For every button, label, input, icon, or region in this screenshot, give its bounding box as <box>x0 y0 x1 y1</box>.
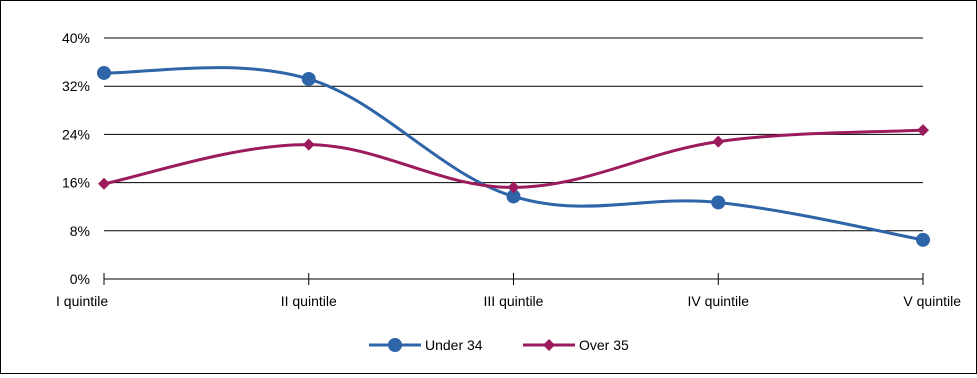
data-point <box>917 124 929 137</box>
gridlines <box>104 37 923 232</box>
x-tick-labels: I quintile II quintile III quintile IV quin… <box>56 293 961 309</box>
data-point <box>506 189 521 204</box>
data-point <box>97 65 111 80</box>
y-tick-label: 32% <box>62 78 90 94</box>
y-tick-label: 8% <box>70 223 90 239</box>
y-tick-labels: 0% 8% 16% 24% 32% 40% <box>62 30 90 287</box>
series-0 <box>97 65 930 247</box>
series-1 <box>98 124 929 194</box>
data-point <box>302 138 315 151</box>
legend-marker <box>388 338 402 352</box>
data-point <box>711 195 726 210</box>
x-tick-label: IV quintile <box>688 293 750 309</box>
y-tick-label: 40% <box>62 30 90 46</box>
series-layer <box>97 65 930 247</box>
y-tick-label: 0% <box>70 271 90 287</box>
data-point <box>301 71 316 86</box>
data-point <box>916 232 930 247</box>
legend-label: Under 34 <box>425 337 483 353</box>
x-tick-label: II quintile <box>281 293 337 309</box>
legend-marker <box>543 339 555 351</box>
y-tick-label: 16% <box>62 175 90 191</box>
axes <box>103 273 924 285</box>
data-point <box>712 135 725 148</box>
series-line <box>103 128 924 189</box>
data-point <box>98 177 110 190</box>
legend-item-0: Under 34 <box>369 337 483 353</box>
data-point <box>507 181 520 194</box>
x-tick-label: I quintile <box>56 293 108 309</box>
legend-label: Over 35 <box>579 337 629 353</box>
y-tick-label: 24% <box>62 126 90 142</box>
x-tick-label: V quintile <box>903 293 961 309</box>
legend-item-1: Over 35 <box>523 337 629 353</box>
legend: Under 34 Over 35 <box>369 337 629 353</box>
x-tick-label: III quintile <box>484 293 544 309</box>
